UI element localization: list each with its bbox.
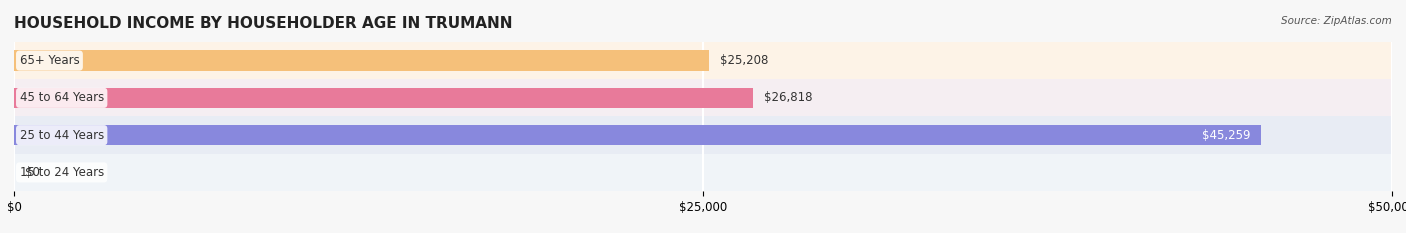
Text: $26,818: $26,818: [763, 91, 813, 104]
Bar: [14, 125, 1261, 145]
Text: 15 to 24 Years: 15 to 24 Years: [20, 166, 104, 179]
Bar: [14, 42, 1392, 79]
Bar: [14, 79, 1392, 116]
Text: Source: ZipAtlas.com: Source: ZipAtlas.com: [1281, 16, 1392, 26]
Bar: [14, 50, 709, 71]
Text: HOUSEHOLD INCOME BY HOUSEHOLDER AGE IN TRUMANN: HOUSEHOLD INCOME BY HOUSEHOLDER AGE IN T…: [14, 16, 513, 31]
Text: $45,259: $45,259: [1202, 129, 1250, 142]
Text: 65+ Years: 65+ Years: [20, 54, 79, 67]
Text: 45 to 64 Years: 45 to 64 Years: [20, 91, 104, 104]
Text: $0: $0: [25, 166, 39, 179]
Bar: [14, 88, 754, 108]
Text: 25 to 44 Years: 25 to 44 Years: [20, 129, 104, 142]
Bar: [14, 116, 1392, 154]
Bar: [14, 154, 1392, 191]
Text: $25,208: $25,208: [720, 54, 768, 67]
